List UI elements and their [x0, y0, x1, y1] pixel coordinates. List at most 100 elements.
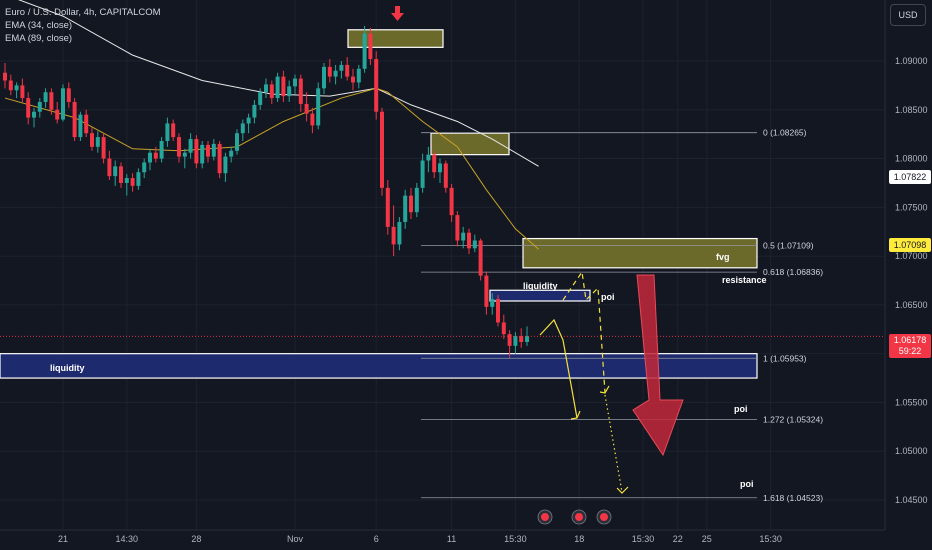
time-tick-label: 28	[191, 534, 201, 544]
currency-button[interactable]: USD	[890, 4, 926, 26]
poi-mid-label: poi	[734, 404, 748, 414]
ema89-line	[17, 0, 539, 167]
poi-low-label: poi	[740, 479, 754, 489]
candle-body	[443, 163, 448, 188]
candle-body	[322, 66, 326, 89]
candle-body	[368, 33, 373, 60]
time-axis[interactable]: 21 14:30 28 Nov 6 11 15:30 18 15:30 22 25 15:30	[0, 509, 885, 544]
candle-body	[409, 195, 413, 213]
candle-body	[78, 114, 83, 138]
top-marker-arrow	[391, 13, 404, 21]
candle-body	[525, 336, 529, 342]
candle-body	[182, 152, 187, 157]
candle-body	[356, 68, 361, 83]
candle-body	[432, 154, 437, 173]
fvg-zone	[522, 237, 758, 269]
candle-body	[72, 101, 77, 138]
time-tick-label: 21	[58, 534, 68, 544]
ema34-line	[4, 87, 539, 250]
candle-body	[461, 232, 466, 241]
projection-dotted-path	[604, 394, 623, 493]
candle-body	[37, 101, 42, 112]
candle-body	[490, 299, 495, 307]
candle-body	[194, 139, 199, 164]
candle-body	[467, 232, 471, 249]
zones-layer	[0, 29, 758, 379]
price-tick-label: 1.07500	[895, 202, 928, 212]
price-tick-label: 1.07000	[895, 251, 928, 261]
candle-body	[293, 78, 297, 87]
candle-body	[61, 88, 65, 120]
annotation-labels: fvg resistance liquidity liquidity poi poi poi	[50, 252, 767, 489]
price-tick-label: 1.04500	[895, 495, 928, 505]
fibonacci-levels: 0 (1.08265) 0.5 (1.07109) 0.618 (1.06836) 1…	[421, 128, 823, 503]
candle-body	[130, 178, 135, 186]
candle-body	[177, 137, 181, 157]
candle-body	[420, 160, 425, 188]
candle-body	[240, 123, 245, 134]
time-tick-label: 22	[673, 534, 683, 544]
time-tick-label: 14:30	[116, 534, 139, 544]
candle-body	[43, 92, 48, 102]
bearish-arrow	[632, 274, 684, 457]
projection-dashed-path	[562, 270, 606, 394]
candle-body	[513, 336, 518, 346]
top-supply-zone	[347, 29, 444, 48]
fib-level-label: 1.618 (1.04523)	[763, 493, 823, 503]
mid-supply-zone	[430, 132, 510, 156]
top-marker-stem	[395, 6, 400, 14]
candle-body	[3, 72, 7, 81]
candle-body	[107, 158, 112, 177]
candle-body	[269, 84, 274, 99]
candle-body	[345, 64, 350, 77]
candle-body	[14, 85, 19, 91]
fib-level-label: 0.5 (1.07109)	[763, 240, 814, 250]
candle-body	[26, 98, 31, 118]
time-tick-label: 11	[447, 534, 456, 544]
price-tick-label: 1.05500	[895, 397, 928, 407]
price-axis[interactable]: 1.09000 1.08500 1.08000 1.07500 1.07000 1.065…	[884, 0, 928, 530]
liquidity-lower-label: liquidity	[50, 363, 85, 373]
ema-layer	[4, 0, 539, 250]
candle-body	[32, 111, 36, 118]
symbol-title[interactable]: Euro / U.S. Dollar, 4h, CAPITALCOM	[5, 7, 161, 18]
candle-body	[246, 117, 251, 124]
candle-body	[258, 92, 263, 105]
candle-body	[217, 143, 222, 174]
candle-body	[281, 76, 286, 97]
price-tick-label: 1.08500	[895, 105, 928, 115]
symbol-legend: Euro / U.S. Dollar, 4h, CAPITALCOM EMA (…	[5, 6, 161, 45]
candle-body	[496, 299, 500, 323]
candle-body	[397, 221, 402, 245]
candle-body	[304, 103, 309, 114]
ema34-legend[interactable]: EMA (34, close)	[5, 20, 73, 31]
candle-body	[351, 76, 355, 83]
time-tick-label: 15:30	[504, 534, 527, 544]
candle-body	[501, 322, 506, 335]
time-tick-label: 6	[374, 534, 379, 544]
candle-body	[507, 334, 512, 346]
candle-body	[223, 156, 228, 174]
projection-layer	[391, 6, 684, 494]
candle-body	[455, 215, 460, 241]
candle-body	[229, 150, 234, 157]
candle-body	[287, 86, 292, 97]
candle-body	[438, 163, 442, 173]
candle-body	[165, 123, 170, 141]
candle-body	[403, 195, 408, 222]
candle-body	[153, 152, 158, 159]
ema89-legend[interactable]: EMA (89, close)	[5, 33, 73, 44]
candle-body	[449, 187, 454, 216]
candle-body	[148, 152, 152, 163]
candle-body	[298, 78, 303, 104]
candle-body	[211, 143, 216, 157]
candle-body	[66, 88, 71, 102]
candle-body	[136, 172, 141, 186]
candle-body	[327, 66, 332, 77]
candle-body	[235, 133, 239, 151]
candle-body	[339, 64, 344, 71]
candle-body	[472, 240, 477, 249]
fvg-label: fvg	[716, 252, 730, 262]
time-tick-label: Nov	[287, 534, 304, 544]
